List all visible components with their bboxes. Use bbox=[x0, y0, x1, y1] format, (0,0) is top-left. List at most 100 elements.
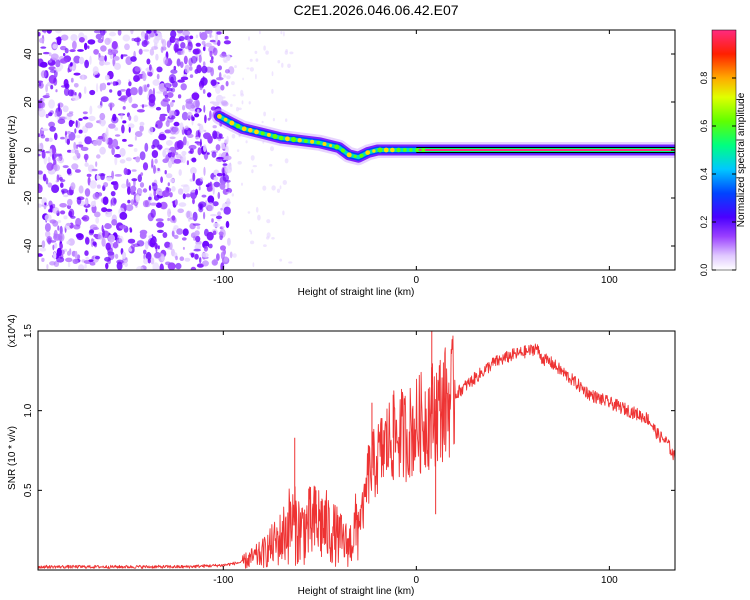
noise-blob bbox=[46, 236, 53, 244]
noise-blob bbox=[38, 108, 46, 118]
noise-blob bbox=[55, 179, 58, 183]
noise-blob bbox=[210, 106, 216, 111]
noise-blob bbox=[220, 245, 226, 251]
noise-blob bbox=[138, 86, 143, 96]
noise-blob bbox=[266, 236, 270, 240]
y-tick-label: 40 bbox=[23, 48, 34, 60]
noise-blob bbox=[46, 30, 52, 34]
snr-panel: -100 0 100 0.5 1.0 1.5 Height of straight li… bbox=[7, 314, 676, 597]
noise-blob bbox=[203, 166, 206, 176]
noise-blob bbox=[94, 255, 101, 260]
noise-blob bbox=[122, 251, 127, 260]
noise-blob bbox=[62, 52, 66, 57]
ridge-hotspot bbox=[248, 128, 253, 133]
noise-blob bbox=[55, 89, 58, 93]
noise-blob bbox=[198, 125, 204, 134]
noise-blob bbox=[255, 58, 259, 62]
x-tick-label: 100 bbox=[601, 275, 618, 286]
noise-blob bbox=[64, 83, 70, 89]
noise-blob bbox=[133, 115, 139, 123]
noise-blob bbox=[131, 103, 138, 109]
noise-blob bbox=[56, 36, 62, 46]
noise-blob bbox=[284, 158, 289, 164]
noise-blob bbox=[182, 104, 186, 111]
noise-blob bbox=[167, 262, 176, 270]
noise-blob bbox=[159, 201, 168, 210]
noise-blob bbox=[108, 102, 115, 108]
noise-blob bbox=[131, 169, 137, 172]
noise-blob bbox=[116, 259, 124, 265]
noise-blob bbox=[198, 54, 202, 63]
noise-blob bbox=[159, 263, 164, 270]
ridge-hotspot bbox=[272, 134, 278, 139]
noise-blob bbox=[222, 57, 228, 62]
noise-blob bbox=[252, 165, 257, 168]
noise-blob bbox=[230, 103, 233, 107]
noise-blob bbox=[93, 30, 102, 34]
noise-blob bbox=[246, 67, 250, 70]
noise-blob bbox=[54, 30, 62, 34]
noise-blob bbox=[206, 185, 213, 192]
noise-blob bbox=[85, 208, 88, 213]
ridge-hotspot bbox=[260, 131, 265, 136]
noise-blob bbox=[137, 188, 143, 195]
noise-blob bbox=[66, 138, 71, 145]
noise-blob bbox=[45, 151, 51, 154]
noise-blob bbox=[38, 133, 41, 138]
noise-blob bbox=[141, 32, 145, 42]
noise-blob bbox=[104, 136, 109, 144]
noise-blob bbox=[100, 45, 107, 52]
noise-blob bbox=[207, 195, 215, 204]
noise-blob bbox=[137, 174, 142, 183]
noise-blob bbox=[111, 116, 119, 124]
noise-blob bbox=[262, 185, 267, 191]
noise-blob bbox=[42, 97, 46, 102]
noise-blob bbox=[146, 58, 151, 65]
noise-blob bbox=[152, 262, 160, 270]
noise-blob bbox=[186, 160, 189, 166]
figure-title: C2E1.2026.046.06.42.E07 bbox=[293, 2, 458, 18]
noise-blob bbox=[48, 149, 53, 152]
noise-blob bbox=[67, 198, 73, 206]
noise-blob bbox=[215, 84, 221, 95]
noise-blob bbox=[155, 106, 162, 111]
noise-blob bbox=[93, 233, 99, 238]
noise-blob bbox=[153, 252, 162, 259]
noise-blob bbox=[199, 138, 202, 148]
noise-blob bbox=[249, 229, 252, 233]
noise-blob bbox=[108, 123, 116, 129]
noise-blob bbox=[228, 66, 235, 75]
noise-blob bbox=[38, 32, 41, 37]
noise-blob bbox=[128, 79, 131, 82]
noise-blob bbox=[190, 114, 194, 121]
noise-blob bbox=[164, 147, 170, 151]
noise-blob bbox=[96, 184, 101, 189]
noise-blob bbox=[190, 252, 195, 258]
noise-blob bbox=[148, 93, 156, 104]
noise-blob bbox=[206, 231, 214, 241]
noise-blob bbox=[101, 33, 104, 42]
noise-blob bbox=[133, 148, 138, 152]
noise-blob bbox=[114, 156, 118, 166]
noise-blob bbox=[192, 172, 196, 182]
snr-series-line bbox=[38, 335, 675, 569]
noise-blob bbox=[89, 89, 96, 96]
noise-blob bbox=[120, 112, 123, 120]
noise-blob bbox=[66, 240, 71, 245]
spectrogram-panel: -100 0 100 -40 -20 0 20 40 Height of straight … bbox=[7, 29, 676, 298]
noise-blob bbox=[203, 245, 208, 252]
noise-blob bbox=[164, 170, 167, 175]
y-tick-label: 20 bbox=[23, 96, 34, 108]
noise-blob bbox=[108, 31, 117, 37]
noise-blob bbox=[241, 182, 243, 186]
ridge-hotspot bbox=[304, 139, 308, 144]
noise-blob bbox=[143, 258, 149, 265]
noise-blob bbox=[212, 130, 218, 140]
noise-blob bbox=[158, 133, 167, 141]
noise-blob bbox=[194, 113, 200, 118]
noise-blob bbox=[271, 237, 275, 240]
noise-blob bbox=[52, 244, 55, 251]
noise-blob bbox=[195, 34, 199, 39]
noise-blob bbox=[139, 121, 145, 127]
noise-blob bbox=[92, 255, 95, 260]
